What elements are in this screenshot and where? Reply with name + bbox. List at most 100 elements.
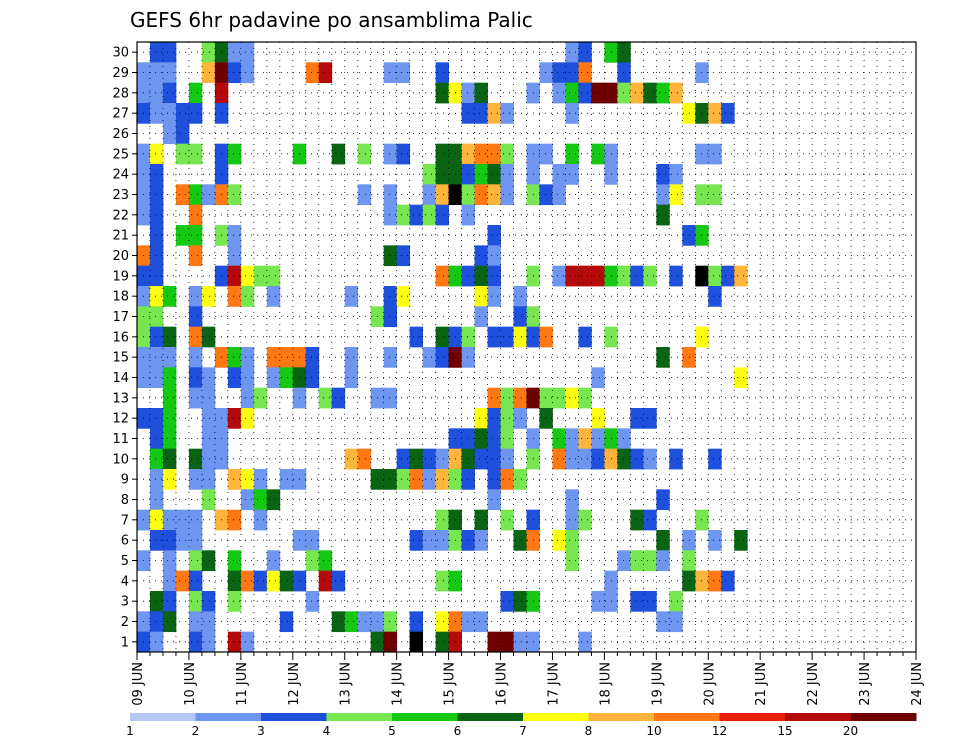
- heatmap-cell: [149, 489, 164, 511]
- heatmap-cell: [188, 570, 203, 592]
- y-tick-label: 14: [112, 371, 129, 386]
- heatmap-cell: [630, 509, 644, 531]
- chart-title: GEFS 6hr padavine po ansamblima Palic: [130, 8, 533, 32]
- heatmap-cell: [461, 204, 475, 226]
- heatmap-cell: [565, 62, 579, 84]
- heatmap-cell: [396, 469, 411, 490]
- heatmap-cell: [487, 408, 501, 429]
- x-tick-label: 09 JUN: [131, 662, 146, 706]
- heatmap-cell: [149, 225, 164, 246]
- heatmap-cell: [591, 265, 605, 287]
- heatmap-cell: [565, 387, 579, 409]
- heatmap-cell: [162, 550, 177, 572]
- heatmap-cell: [188, 143, 203, 165]
- heatmap-cell: [656, 82, 670, 104]
- heatmap-cell: [474, 164, 488, 185]
- heatmap-cell: [578, 448, 592, 470]
- y-tick-label: 5: [121, 554, 129, 569]
- heatmap-cell: [331, 387, 346, 409]
- y-tick-label: 2: [121, 615, 129, 630]
- heatmap-cell: [474, 306, 488, 328]
- heatmap-cell: [513, 631, 527, 653]
- heatmap-cell: [162, 530, 177, 551]
- heatmap-cell: [435, 631, 449, 653]
- heatmap-cell: [461, 265, 475, 287]
- heatmap-cell: [591, 367, 605, 389]
- x-axis: 09 JUN 10 JUN 11 JUN 12 JUN 13 JUN 14 JUN 15 J…: [131, 652, 925, 706]
- heatmap-cell: [435, 82, 449, 104]
- heatmap-cell: [201, 611, 216, 633]
- heatmap-cell: [474, 509, 488, 531]
- legend-swatch: [785, 713, 851, 721]
- heatmap-cell: [643, 509, 657, 531]
- heatmap-cell: [175, 530, 190, 551]
- y-tick-label: 17: [112, 310, 129, 325]
- heatmap-cell: [175, 184, 190, 206]
- heatmap-cell: [279, 469, 294, 490]
- heatmap-cell: [565, 550, 579, 572]
- heatmap-cell: [188, 245, 203, 267]
- heatmap-cell: [266, 265, 281, 287]
- heatmap-cell: [578, 42, 592, 63]
- heatmap-cell: [383, 184, 398, 206]
- y-tick-label: 28: [112, 86, 129, 101]
- heatmap-cell: [513, 306, 527, 328]
- heatmap-cell: [240, 570, 255, 592]
- heatmap-cell: [188, 347, 203, 368]
- x-tick-label: 24 JUN: [910, 662, 925, 706]
- x-tick-label: 15 JUN: [443, 662, 458, 706]
- legend-swatch: [261, 713, 327, 721]
- heatmap-cell: [266, 347, 281, 368]
- heatmap-cell: [188, 469, 203, 490]
- y-tick-label: 16: [112, 330, 129, 345]
- heatmap-cell: [409, 448, 424, 470]
- heatmap-cell: [487, 143, 501, 165]
- heatmap-cell: [396, 245, 411, 267]
- heatmap-cell: [669, 164, 683, 185]
- heatmap-cell: [227, 265, 242, 287]
- legend-label: 8: [585, 724, 593, 738]
- heatmap-cell: [188, 286, 203, 307]
- heatmap-cell: [461, 469, 475, 490]
- legend-label: 2: [192, 724, 200, 738]
- heatmap-cell: [617, 448, 631, 470]
- heatmap-cell: [357, 448, 372, 470]
- heatmap-cell: [227, 469, 242, 490]
- legend-label: 4: [323, 724, 331, 738]
- heatmap-cell: [279, 367, 294, 389]
- heatmap-cell: [188, 611, 203, 633]
- y-tick-label: 1: [121, 635, 129, 650]
- heatmap-cell: [149, 428, 164, 450]
- heatmap-cell: [162, 367, 177, 389]
- heatmap-cell: [643, 408, 657, 429]
- heatmap-cell: [409, 611, 424, 633]
- heatmap-cell: [591, 408, 605, 429]
- x-tick-label: 17 JUN: [546, 662, 561, 706]
- heatmap-cell: [435, 204, 449, 226]
- heatmap-cell: [708, 570, 722, 592]
- heatmap-cell: [149, 448, 164, 470]
- heatmap-cell: [149, 286, 164, 307]
- heatmap-cell: [656, 550, 670, 572]
- heatmap-cell: [552, 448, 566, 470]
- heatmap-cell: [435, 570, 449, 592]
- heatmap-cell: [149, 367, 164, 389]
- heatmap-cell: [539, 326, 553, 348]
- y-tick-label: 21: [112, 229, 129, 244]
- heatmap-cell: [500, 408, 514, 429]
- heatmap-cell: [630, 82, 644, 104]
- heatmap-cell: [721, 265, 735, 287]
- heatmap-cell: [318, 550, 333, 572]
- heatmap-cell: [513, 286, 527, 307]
- heatmap-cell: [188, 204, 203, 226]
- heatmap-cell: [201, 42, 216, 63]
- heatmap-cell: [474, 286, 488, 307]
- heatmap-cell: [552, 164, 566, 185]
- heatmap-cell: [500, 326, 514, 348]
- heatmap-cell: [240, 367, 255, 389]
- heatmap-cell: [305, 591, 320, 612]
- heatmap-cell: [578, 631, 592, 653]
- heatmap-cell: [708, 448, 722, 470]
- y-tick-label: 18: [112, 290, 129, 305]
- heatmap-cell: [435, 326, 449, 348]
